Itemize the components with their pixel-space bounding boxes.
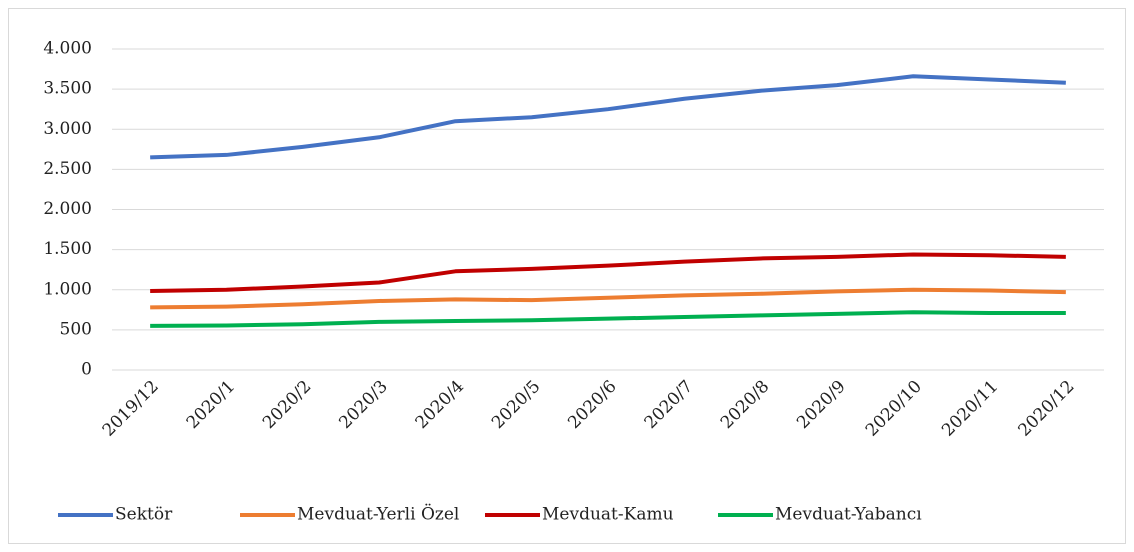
line-series <box>150 74 1066 160</box>
y-tick-label: 1.000 <box>43 279 92 299</box>
legend-label: Mevduat-Yerli Özel <box>297 504 459 525</box>
y-tick-label: 3.000 <box>43 119 92 139</box>
y-tick-label: 4.000 <box>43 39 92 59</box>
y-tick-label: 3.500 <box>43 79 92 99</box>
legend-label: Mevduat-Yabancı <box>775 505 922 525</box>
line-series <box>150 287 1066 310</box>
y-tick-label: 2.000 <box>43 199 92 219</box>
legend-label: Sektör <box>115 505 173 525</box>
chart-border <box>8 8 1126 544</box>
y-tick-label: 500 <box>60 319 92 339</box>
y-tick-label: 0 <box>81 360 92 380</box>
line-series <box>150 310 1066 328</box>
line-series <box>150 252 1066 293</box>
legend-label: Mevduat-Kamu <box>542 505 674 525</box>
y-tick-label: 2.500 <box>43 159 92 179</box>
y-tick-label: 1.500 <box>43 239 92 259</box>
